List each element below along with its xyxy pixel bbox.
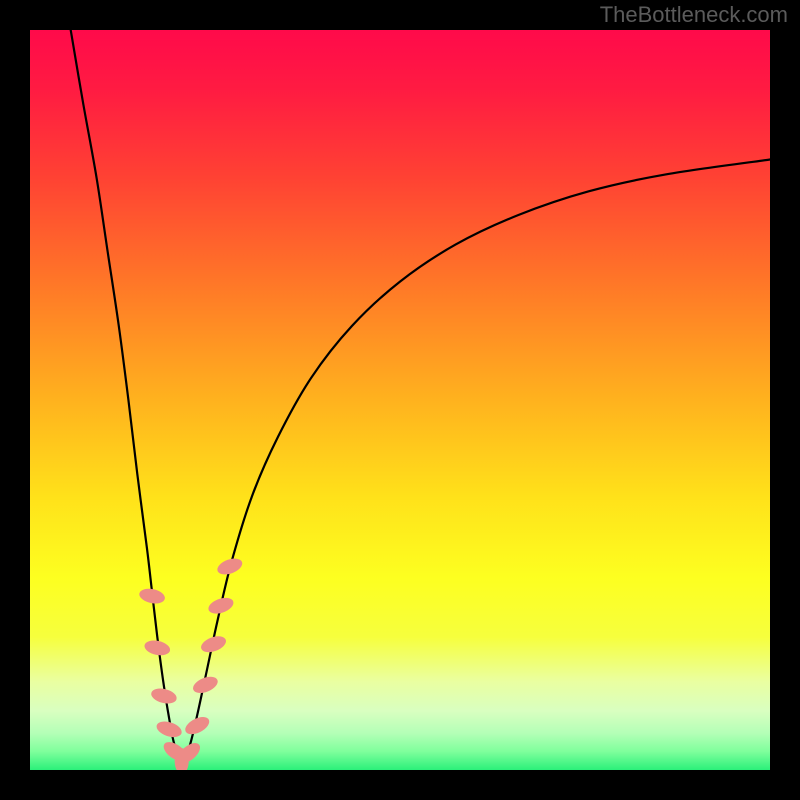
gradient-background xyxy=(30,30,770,770)
watermark-text: TheBottleneck.com xyxy=(600,2,788,28)
chart-root: TheBottleneck.com xyxy=(0,0,800,800)
plot-area xyxy=(30,30,770,770)
